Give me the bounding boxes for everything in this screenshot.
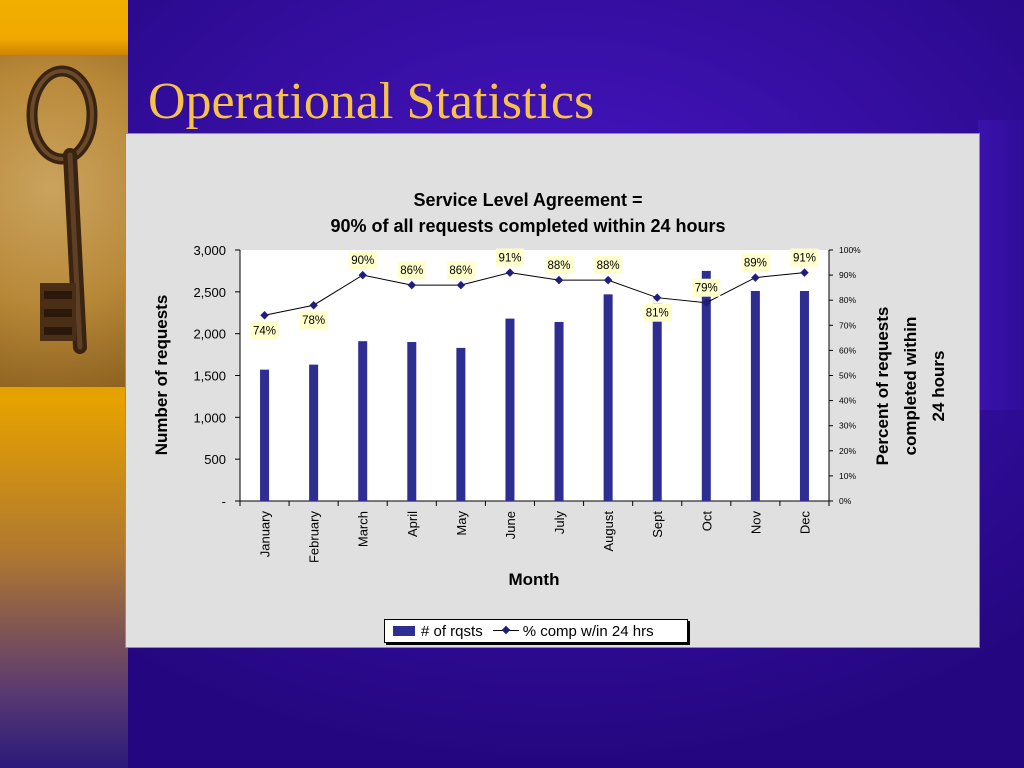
y2-tick-label: 100% xyxy=(839,245,861,255)
bar xyxy=(603,294,613,501)
chart-legend: # of rqsts % comp w/in 24 hrs xyxy=(384,619,688,643)
x-tick-label: Oct xyxy=(699,511,714,532)
legend-item-requests: # of rqsts xyxy=(421,622,483,640)
y2-axis-title-line: 24 hours xyxy=(929,351,948,422)
slide-decoration xyxy=(978,120,1024,410)
percent-marker xyxy=(456,280,466,290)
data-label-box xyxy=(741,253,770,272)
percent-marker xyxy=(358,270,367,280)
y-tick-label: 500 xyxy=(204,452,226,467)
bar xyxy=(799,290,809,501)
x-axis-title: Month xyxy=(509,570,560,589)
x-tick-label: April xyxy=(405,511,420,537)
percent-marker xyxy=(800,268,809,277)
x-tick-label: January xyxy=(258,511,273,558)
x-tick-label: February xyxy=(307,511,322,564)
y2-tick-label: 10% xyxy=(839,471,856,481)
y2-axis-title-line: Percent of requests xyxy=(873,307,892,466)
y2-tick-label: 80% xyxy=(839,295,856,305)
y-axis-title: Number of requests xyxy=(152,295,171,456)
data-label-box xyxy=(446,261,475,280)
data-label: 91% xyxy=(498,253,521,265)
data-label: 86% xyxy=(400,265,423,277)
data-label: 74% xyxy=(253,325,276,337)
y2-tick-label: 60% xyxy=(839,345,856,355)
y-tick-label: 3,000 xyxy=(193,243,226,258)
data-label: 91% xyxy=(793,253,816,265)
x-tick-label: June xyxy=(503,511,518,539)
percent-marker xyxy=(603,275,613,285)
x-tick-label: Sept xyxy=(650,511,665,538)
y2-tick-label: 90% xyxy=(839,270,856,280)
data-label: 88% xyxy=(597,260,620,272)
bar xyxy=(750,290,760,501)
percent-marker xyxy=(309,300,318,310)
data-label: 86% xyxy=(449,265,472,277)
bar xyxy=(309,364,319,501)
data-label: 89% xyxy=(744,258,767,270)
service-level-chart: Service Level Agreement = 90% of all requ… xyxy=(152,190,948,589)
data-label-box xyxy=(250,321,279,340)
bar xyxy=(456,347,466,501)
y-tick-label: - xyxy=(222,494,226,509)
y2-tick-label: 50% xyxy=(839,371,856,381)
data-label-box xyxy=(594,256,623,275)
data-label: 90% xyxy=(351,255,374,267)
data-label-box xyxy=(299,311,328,330)
y2-tick-label: 70% xyxy=(839,320,856,330)
bar xyxy=(505,318,515,501)
y-tick-label: 2,500 xyxy=(193,285,226,300)
y-tick-label: 2,000 xyxy=(193,327,226,342)
data-label-box xyxy=(348,251,377,270)
data-label-box xyxy=(790,248,819,267)
data-label-box xyxy=(397,261,426,280)
percent-line xyxy=(264,272,805,316)
percent-marker xyxy=(260,311,269,320)
y2-axis-title-line: completed within xyxy=(901,317,920,456)
x-tick-label: Nov xyxy=(748,511,763,535)
x-tick-label: Dec xyxy=(797,511,812,535)
bar xyxy=(358,341,368,501)
bar xyxy=(407,342,417,501)
slide-title: Operational Statistics xyxy=(148,73,595,130)
percent-marker xyxy=(407,280,417,290)
plot-area xyxy=(240,250,829,501)
chart-title-line: 90% of all requests completed within 24 … xyxy=(330,216,725,236)
data-label: 88% xyxy=(548,260,571,272)
percent-marker xyxy=(505,268,515,277)
y2-tick-label: 0% xyxy=(839,496,852,506)
chart-panel: Service Level Agreement = 90% of all requ… xyxy=(125,133,980,648)
y2-tick-label: 40% xyxy=(839,396,856,406)
skeleton-key-icon xyxy=(26,65,98,354)
data-label: 78% xyxy=(302,315,325,327)
percent-marker xyxy=(652,293,662,302)
legend-line-swatch xyxy=(492,626,519,636)
x-tick-label: August xyxy=(601,511,616,552)
data-label-box xyxy=(545,256,574,275)
bar xyxy=(554,321,564,501)
y-tick-label: 1,500 xyxy=(193,369,226,384)
data-label: 79% xyxy=(695,283,718,295)
y2-tick-label: 20% xyxy=(839,446,856,456)
data-label: 81% xyxy=(646,308,669,320)
percent-marker xyxy=(554,275,564,285)
bar xyxy=(701,270,711,501)
bar xyxy=(652,303,662,501)
x-tick-label: March xyxy=(356,511,371,547)
key-image xyxy=(0,55,128,387)
data-label-box xyxy=(495,248,524,267)
legend-item-percent: % comp w/in 24 hrs xyxy=(522,622,654,640)
data-label-box xyxy=(643,303,672,322)
x-tick-label: May xyxy=(454,511,469,536)
data-label-box xyxy=(692,278,721,297)
x-tick-label: July xyxy=(552,511,567,535)
legend-bar-swatch xyxy=(393,626,415,636)
y-tick-label: 1,000 xyxy=(193,410,226,425)
y2-tick-label: 30% xyxy=(839,421,856,431)
bar xyxy=(260,369,270,501)
chart-title-line: Service Level Agreement = xyxy=(414,190,643,210)
